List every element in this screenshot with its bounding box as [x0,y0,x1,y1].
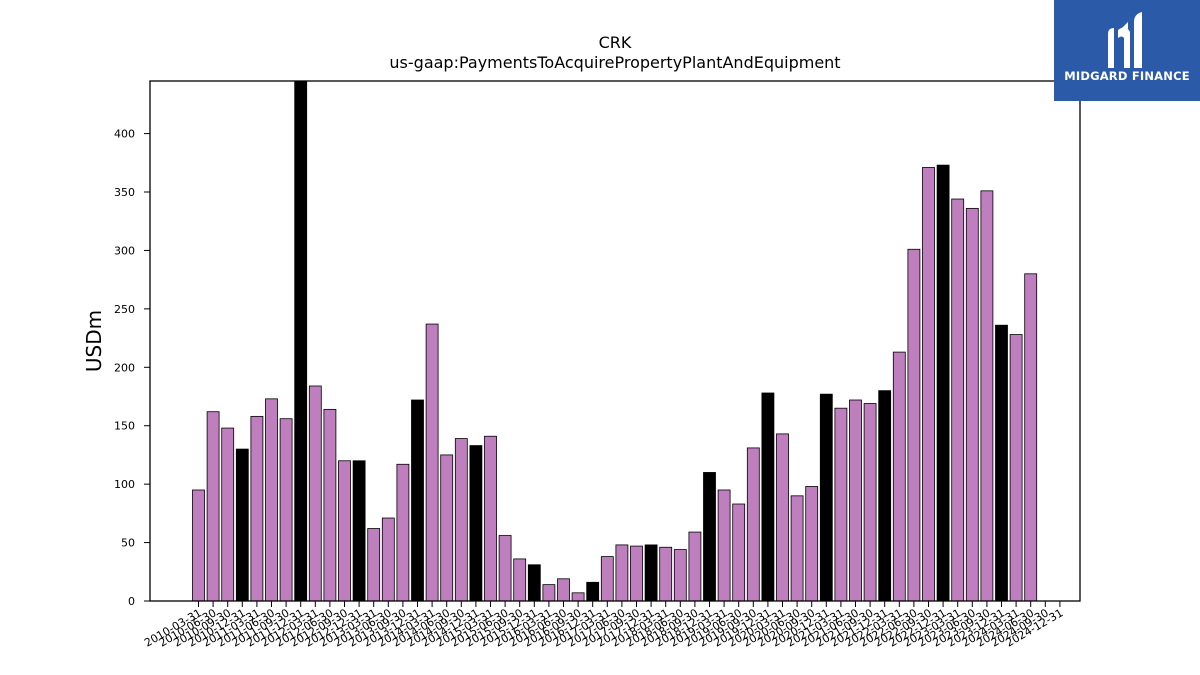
y-tick-label: 400 [114,128,135,141]
bar-2010-12-31 [235,448,249,602]
bar-2020-09-30 [805,486,819,602]
y-tick-label: 50 [121,537,135,550]
bar-2018-03-31 [659,546,673,602]
bar-2023-03-31 [951,198,965,602]
y-tick-label: 100 [114,478,135,491]
bar-2017-03-31 [600,556,614,602]
x-ticks-group: 2010-03-312010-06-302010-09-302010-12-31… [142,601,1065,650]
bar-2023-12-31 [995,324,1008,602]
bar-2023-09-30 [980,190,994,602]
bar-2022-12-31 [936,164,950,602]
bar-2012-09-30 [338,460,351,602]
bar-2016-03-31 [542,584,556,602]
bar-2019-06-30 [732,503,746,602]
bar-2010-03-31 [192,489,205,602]
bar-2017-09-30 [630,545,643,602]
plot-frame [149,80,1081,602]
bar-2021-06-30 [849,399,862,602]
y-tick-label: 150 [114,420,135,433]
y-tick-label: 300 [114,244,135,257]
chart-title: CRK [599,33,632,52]
bar-2014-06-30 [440,454,454,602]
bar-2010-09-30 [221,427,235,602]
bar-2021-12-31 [878,390,892,602]
bar-2015-03-31 [484,435,497,602]
bar-2022-06-30 [907,248,921,602]
bar-2023-06-30 [965,207,979,602]
bar-2018-06-30 [673,549,687,602]
bar-2013-09-30 [396,463,410,602]
y-axis-label: USDm [82,310,106,372]
bar-2014-09-30 [454,438,468,602]
y-ticks-group: 0 50 100 150 200 250 300 350 400 [114,128,150,608]
bar-2024-06-30 [1024,273,1038,602]
bar-2015-06-30 [498,535,512,602]
bar-2021-09-30 [863,403,877,602]
bar-2014-12-31 [469,445,483,602]
bar-2022-03-31 [892,351,906,602]
chart-subtitle: us-gaap:PaymentsToAcquirePropertyPlantAn… [389,53,840,72]
bar-2019-03-31 [717,489,731,602]
bar-2012-12-31 [352,460,366,602]
bar-2015-12-31 [527,564,541,602]
bar-2017-06-30 [615,544,629,602]
bar-2011-03-31 [250,415,264,602]
y-tick-label: 200 [114,361,135,374]
bar-2016-12-31 [586,581,600,602]
bar-2016-06-30 [557,578,570,602]
bar-2021-03-31 [834,407,848,602]
bar-2020-03-31 [776,433,789,602]
bars-group [192,80,1038,602]
bar-2020-06-30 [790,495,804,602]
bar-2022-09-30 [922,167,935,602]
y-tick-label: 250 [114,303,135,316]
bar-2011-12-31 [294,80,308,602]
bar-2015-09-30 [513,558,527,602]
bar-2018-12-31 [703,472,716,602]
bar-2017-12-31 [644,544,658,602]
midgard-finance-logo: MIDGARD FINANCE [1054,0,1200,101]
bar-2019-12-31 [761,392,775,602]
logo-text: MIDGARD FINANCE [1064,69,1190,83]
bar-2016-09-30 [571,592,585,602]
y-tick-label: 0 [128,595,135,608]
bar-2012-06-30 [323,408,337,602]
bar-2019-09-30 [746,447,760,602]
bar-2011-06-30 [265,398,278,602]
bar-2018-09-30 [688,531,702,602]
bar-2010-06-30 [206,411,220,602]
bar-2013-03-31 [367,528,381,602]
bar-2012-03-31 [308,385,322,602]
bar-2011-09-30 [279,418,293,602]
bar-2013-06-30 [381,517,395,602]
bar-2014-03-31 [425,323,439,602]
y-tick-label: 350 [114,186,135,199]
midgard-logo-icon [1108,12,1142,68]
bar-2013-12-31 [411,399,424,602]
bar-2020-12-31 [819,393,833,602]
bar-2024-03-31 [1009,334,1023,602]
